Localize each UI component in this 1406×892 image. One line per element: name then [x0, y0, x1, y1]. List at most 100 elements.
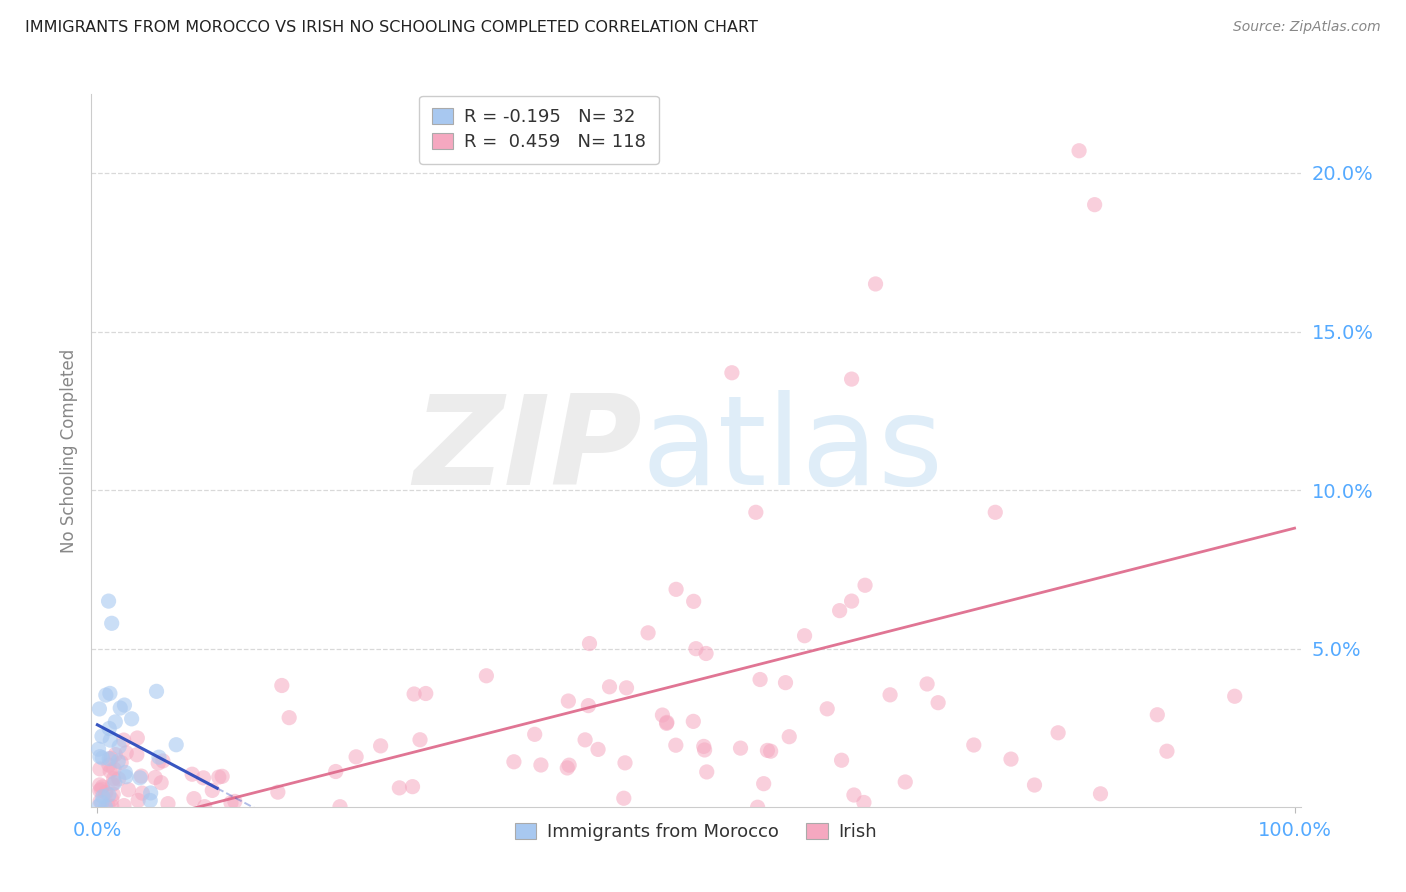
- Point: [181, 767, 204, 781]
- Point: [97, 788, 120, 802]
- Point: [193, 771, 215, 785]
- Point: [98, 752, 121, 766]
- Point: [208, 770, 231, 784]
- Point: [401, 780, 423, 794]
- Point: [194, 799, 217, 814]
- Point: [696, 764, 718, 779]
- Point: [865, 277, 887, 291]
- Point: [87, 798, 110, 813]
- Point: [112, 798, 135, 813]
- Point: [665, 738, 688, 752]
- Point: [115, 746, 138, 760]
- Point: [91, 729, 114, 743]
- Point: [101, 777, 124, 791]
- Point: [409, 732, 432, 747]
- Point: [94, 688, 117, 702]
- Point: [842, 788, 865, 802]
- Point: [219, 796, 242, 810]
- Point: [98, 722, 121, 736]
- Point: [90, 782, 112, 797]
- Point: [388, 780, 411, 795]
- Point: [693, 739, 716, 754]
- Point: [165, 738, 187, 752]
- Point: [148, 750, 170, 764]
- Point: [815, 702, 838, 716]
- Point: [94, 786, 117, 800]
- Point: [139, 786, 162, 800]
- Point: [110, 756, 132, 770]
- Point: [97, 594, 120, 608]
- Point: [775, 675, 797, 690]
- Point: [655, 715, 678, 730]
- Point: [749, 673, 772, 687]
- Point: [852, 796, 875, 810]
- Point: [831, 753, 853, 767]
- Point: [121, 712, 143, 726]
- Point: [131, 786, 153, 800]
- Point: [145, 684, 167, 698]
- Point: [530, 758, 553, 772]
- Point: [599, 680, 621, 694]
- Point: [129, 771, 152, 785]
- Point: [853, 578, 876, 592]
- Point: [793, 629, 815, 643]
- Point: [91, 789, 114, 804]
- Point: [104, 776, 127, 790]
- Text: ZIP: ZIP: [413, 390, 641, 511]
- Point: [879, 688, 901, 702]
- Point: [721, 366, 744, 380]
- Point: [143, 771, 166, 785]
- Point: [555, 761, 578, 775]
- Point: [574, 732, 596, 747]
- Point: [89, 778, 111, 792]
- Point: [665, 582, 688, 597]
- Point: [329, 799, 352, 814]
- Point: [139, 793, 162, 807]
- Point: [98, 686, 121, 700]
- Point: [107, 754, 129, 768]
- Point: [1156, 744, 1178, 758]
- Point: [104, 747, 127, 762]
- Point: [370, 739, 392, 753]
- Point: [104, 714, 127, 729]
- Point: [267, 785, 290, 799]
- Point: [1090, 787, 1112, 801]
- Point: [278, 711, 301, 725]
- Point: [558, 758, 581, 772]
- Point: [523, 727, 546, 741]
- Point: [103, 787, 125, 801]
- Point: [125, 747, 148, 762]
- Point: [91, 780, 114, 794]
- Point: [98, 764, 121, 779]
- Point: [344, 749, 367, 764]
- Point: [756, 743, 779, 757]
- Point: [94, 800, 117, 814]
- Point: [183, 791, 205, 805]
- Point: [557, 694, 579, 708]
- Point: [112, 733, 135, 747]
- Point: [91, 751, 114, 765]
- Text: IMMIGRANTS FROM MOROCCO VS IRISH NO SCHOOLING COMPLETED CORRELATION CHART: IMMIGRANTS FROM MOROCCO VS IRISH NO SCHO…: [25, 20, 758, 35]
- Point: [752, 777, 775, 791]
- Point: [87, 742, 110, 756]
- Point: [127, 793, 149, 807]
- Point: [503, 755, 526, 769]
- Point: [415, 686, 437, 700]
- Point: [98, 733, 121, 747]
- Point: [201, 783, 224, 797]
- Point: [97, 799, 120, 814]
- Point: [112, 698, 135, 712]
- Point: [115, 770, 138, 784]
- Point: [1146, 707, 1168, 722]
- Point: [127, 731, 149, 745]
- Point: [915, 677, 938, 691]
- Point: [100, 751, 122, 765]
- Point: [1223, 690, 1246, 704]
- Point: [475, 669, 498, 683]
- Point: [576, 698, 599, 713]
- Point: [89, 762, 111, 776]
- Point: [156, 797, 179, 811]
- Point: [682, 714, 704, 729]
- Point: [114, 765, 136, 780]
- Point: [107, 772, 129, 786]
